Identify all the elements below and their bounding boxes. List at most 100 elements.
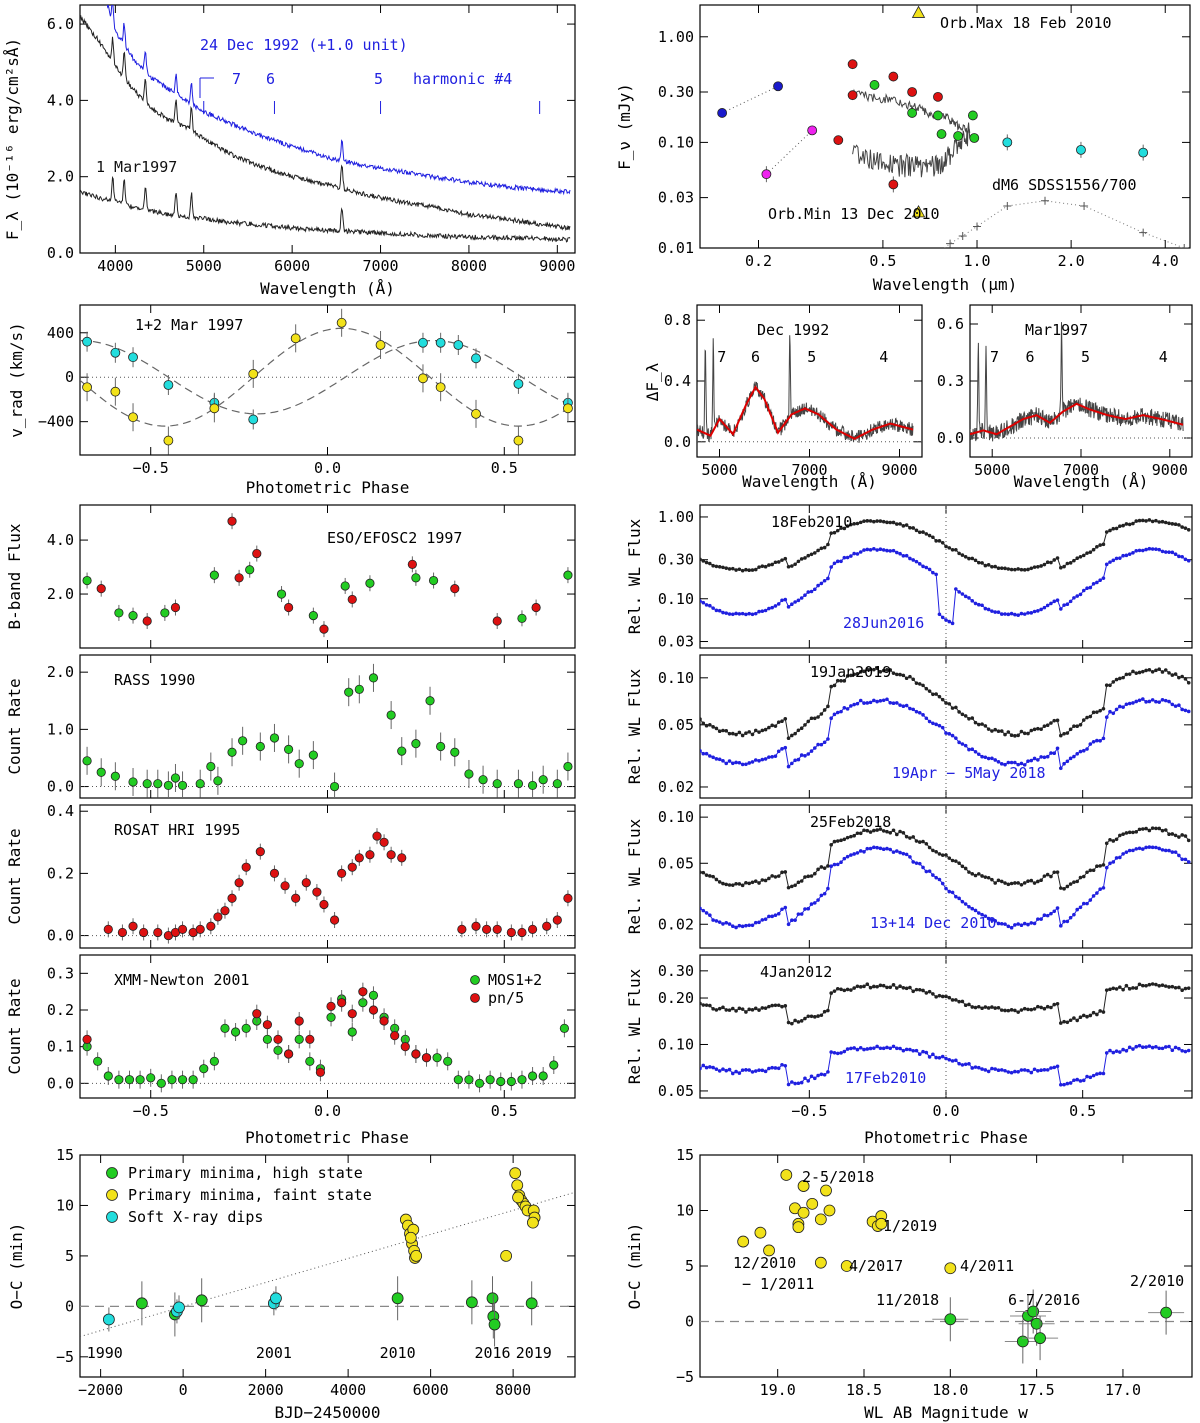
lightcurve-point xyxy=(891,701,896,705)
y-tick-label: −5 xyxy=(676,1368,694,1386)
lightcurve-point xyxy=(977,722,981,727)
lightcurve-point xyxy=(872,698,876,703)
lightcurve-point xyxy=(1078,723,1083,727)
lightcurve-point xyxy=(895,550,899,555)
data-point xyxy=(312,887,322,897)
lightcurve-point xyxy=(990,877,994,882)
data-point xyxy=(967,110,978,121)
data-point xyxy=(432,1053,442,1063)
lightcurve-point xyxy=(904,676,909,681)
lightcurve-point xyxy=(704,723,709,728)
epoch-label: − 1/2011 xyxy=(742,1275,814,1293)
lightcurve-point xyxy=(1065,561,1070,566)
lightcurve-point xyxy=(1101,542,1106,547)
lightcurve-point xyxy=(822,578,827,583)
lightcurve-point xyxy=(1072,912,1076,917)
lightcurve-point xyxy=(1186,838,1191,843)
lightcurve-point xyxy=(1065,919,1070,924)
data-point xyxy=(114,608,124,618)
y-axis-label: Count Rate xyxy=(5,678,24,774)
lightcurve-point xyxy=(740,733,745,738)
lightcurve-point xyxy=(1170,673,1175,677)
lightcurve-point xyxy=(977,872,981,876)
lightcurve-point xyxy=(868,519,873,523)
year-label: 2010 xyxy=(380,1344,416,1362)
data-point xyxy=(294,1034,304,1044)
lightcurve-point xyxy=(1121,1047,1125,1052)
lightcurve-point xyxy=(1121,553,1125,558)
lightcurve-point xyxy=(957,740,961,745)
lightcurve-point xyxy=(767,725,771,730)
lightcurve-point xyxy=(1029,758,1034,763)
lightcurve-point xyxy=(809,589,814,594)
harmonic-label: 4 xyxy=(879,348,888,366)
lightcurve-point xyxy=(737,567,742,572)
lightcurve-point xyxy=(701,870,706,875)
data-point xyxy=(326,1001,336,1011)
lightcurve-point xyxy=(1131,521,1135,526)
lightcurve-point xyxy=(940,881,945,886)
data-point xyxy=(82,575,92,586)
lightcurve-point xyxy=(934,850,938,854)
x-tick-label: 7000 xyxy=(1063,461,1099,479)
lightcurve-point xyxy=(885,829,889,834)
lightcurve-point xyxy=(760,1006,765,1010)
lightcurve-point xyxy=(829,684,833,689)
lightcurve-point xyxy=(1167,832,1171,836)
data-point xyxy=(128,412,138,423)
lightcurve-point xyxy=(1029,611,1034,615)
lightcurve-point xyxy=(711,1007,715,1011)
lightcurve-point xyxy=(813,551,817,555)
lightcurve-point xyxy=(711,1065,715,1070)
lightcurve-point xyxy=(996,878,1001,883)
y-tick-label: 4.0 xyxy=(47,531,74,549)
black-spectrum-label: 1 Mar1997 xyxy=(96,158,177,176)
data-point xyxy=(386,850,396,860)
lightcurve-point xyxy=(1032,727,1037,732)
lightcurve-point xyxy=(826,704,830,709)
lightcurve-point xyxy=(1160,983,1165,988)
lightcurve-point xyxy=(740,924,745,929)
lightcurve-point xyxy=(1150,826,1155,830)
data-point xyxy=(527,780,538,791)
lightcurve-point xyxy=(783,556,788,561)
lightcurve-point xyxy=(1016,1010,1020,1014)
lightcurve-point xyxy=(1091,868,1096,873)
lightcurve-point xyxy=(770,605,774,610)
lightcurve-point xyxy=(1036,1004,1040,1009)
lightcurve-point xyxy=(875,828,879,832)
harmonic-label: 5 xyxy=(1081,348,1090,366)
y-tick-label: 0.0 xyxy=(47,778,74,796)
lightcurve-point xyxy=(835,528,840,533)
data-point xyxy=(379,1016,389,1026)
lightcurve-point xyxy=(1075,594,1079,598)
lightcurve-point xyxy=(1059,733,1063,738)
lightcurve-point xyxy=(790,1021,794,1026)
lightcurve-point xyxy=(773,560,778,565)
data-point xyxy=(435,337,446,348)
lightcurve-point xyxy=(1167,985,1171,989)
lightcurve-point xyxy=(993,610,997,614)
lightcurve-point xyxy=(1177,675,1181,680)
lightcurve-point xyxy=(1124,702,1129,707)
lightcurve-point xyxy=(813,901,817,905)
lightcurve-point xyxy=(954,894,958,899)
lightcurve-point xyxy=(734,1009,738,1013)
y-tick-label: 0.02 xyxy=(658,778,694,796)
lightcurve-point xyxy=(963,1062,968,1067)
lightcurve-point xyxy=(862,849,866,854)
lightcurve-point xyxy=(852,852,856,856)
lightcurve-point xyxy=(1144,1045,1148,1049)
x-tick-label: 4.0 xyxy=(1152,252,1179,270)
lightcurve-point xyxy=(740,883,745,888)
lightcurve-point xyxy=(1045,723,1050,728)
x-tick-label: 6000 xyxy=(274,257,310,275)
lightcurve-point xyxy=(986,1069,991,1074)
orbmin-marker xyxy=(911,205,926,218)
lightcurve-point xyxy=(1141,1045,1145,1050)
data-point xyxy=(315,1067,326,1077)
lightcurve-point xyxy=(763,608,768,613)
lightcurve-point xyxy=(1022,731,1027,736)
y-axis-label: B-band Flux xyxy=(5,523,24,629)
lightcurve-point xyxy=(790,918,794,922)
